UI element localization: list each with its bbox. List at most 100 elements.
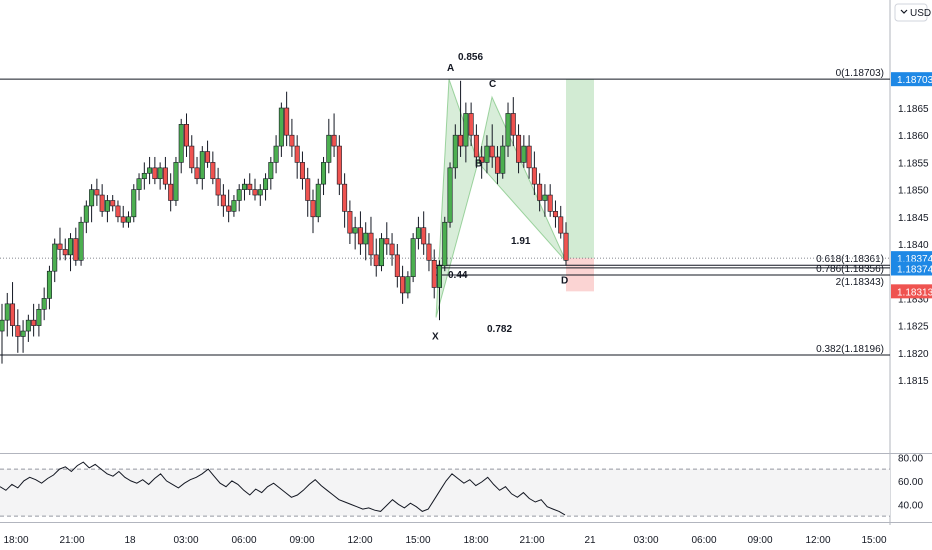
candle (547, 184, 553, 217)
price-tick-label: 1.1820 (898, 349, 929, 360)
candle-body (521, 145, 527, 163)
candle-body (41, 298, 47, 310)
candle-body (458, 134, 464, 147)
candle (436, 260, 442, 321)
candle (273, 135, 279, 174)
candle (305, 167, 311, 217)
price-tick-label: 1.1845 (898, 213, 929, 224)
price-tick-label: 1.1830 (898, 294, 929, 305)
time-tick-label: 12:00 (347, 535, 372, 546)
currency-button[interactable]: USD (894, 3, 931, 22)
time-tick-label: 18 (124, 535, 136, 546)
candle (321, 156, 327, 196)
candle (252, 178, 258, 201)
price-axis[interactable]: 1.1865 1.1860 1.1855 1.1850 1.1845 1.1840 1.18… (891, 72, 932, 511)
candle (558, 205, 564, 239)
price-tag: 1.18374 (891, 261, 932, 276)
candle (552, 200, 558, 228)
candle (347, 200, 353, 244)
ratio-label: 0.44 (448, 270, 468, 281)
candle-body (373, 254, 379, 267)
point-label-c: C (489, 79, 496, 90)
candle-body (183, 124, 189, 147)
candle (421, 211, 427, 255)
candle (152, 156, 158, 185)
candle-body (57, 243, 63, 250)
candle (141, 162, 147, 190)
price-tick-label: 1.1825 (898, 322, 929, 333)
candle-body (147, 167, 153, 174)
candle-body (352, 227, 358, 234)
candle-body (563, 232, 569, 261)
candle (147, 156, 153, 185)
candle (231, 195, 237, 217)
fib-label: 0.618(1.18361) (816, 254, 884, 265)
candle-body (20, 330, 26, 337)
candle (315, 178, 321, 223)
candle-body (379, 238, 385, 267)
candle (431, 249, 437, 299)
price-tick-label: 1.1860 (898, 131, 929, 142)
candle-body (558, 216, 564, 234)
position-tool[interactable] (566, 79, 594, 292)
candle-body (363, 232, 369, 245)
candle-body (299, 162, 305, 180)
price-tag-bg (891, 284, 932, 299)
candle-body (452, 134, 458, 169)
time-tick-label: 06:00 (231, 535, 256, 546)
candle (194, 156, 200, 185)
candle (278, 102, 284, 157)
candle-body (421, 227, 427, 245)
time-tick-label: 18:00 (463, 535, 488, 546)
time-axis[interactable]: 18:00 21:00 18 03:00 06:00 09:00 12:00 15:00 18:… (3, 535, 886, 546)
candle-body (400, 276, 406, 294)
candle (226, 189, 232, 223)
candles (0, 80, 569, 364)
candle (263, 173, 269, 201)
candle (410, 233, 416, 283)
candle (215, 167, 221, 206)
fib-levels: 0(1.18703) 0.618(1.18361)0.786(1.18356) 2(… (0, 68, 890, 356)
price-tick-label: 1.1855 (898, 158, 929, 169)
candle-body (162, 167, 168, 185)
candle (131, 184, 137, 223)
candle-body (436, 265, 442, 288)
candle (210, 151, 216, 185)
candle-body (405, 276, 411, 294)
candle (94, 178, 100, 206)
candle (31, 303, 37, 337)
candle (289, 118, 295, 157)
candle (368, 216, 374, 266)
candle (157, 162, 163, 190)
price-tag-label: 1.18374 (897, 264, 932, 275)
candle (46, 265, 52, 310)
price-tag-bg (891, 261, 932, 276)
point-label-x: X (432, 331, 439, 342)
candle (236, 184, 242, 212)
candle-body (510, 113, 516, 136)
candle-body (73, 238, 79, 261)
candle (505, 102, 511, 157)
candle-body (10, 303, 16, 326)
candle-body (537, 183, 543, 201)
candle (458, 80, 464, 157)
candle-body (552, 211, 558, 218)
candle-body (331, 134, 337, 147)
candle-body (315, 183, 321, 218)
candle (68, 233, 74, 272)
candle (479, 146, 485, 179)
candle (363, 222, 369, 261)
candle-body (210, 162, 216, 180)
candle-body (89, 189, 95, 207)
candle-body (152, 167, 158, 180)
candle (57, 227, 63, 261)
candle-body (189, 145, 195, 169)
candle (241, 178, 247, 201)
candle (494, 146, 500, 185)
candle-body (68, 238, 74, 256)
candle-body (284, 107, 290, 136)
candle-body (447, 167, 453, 223)
point-label-d: D (561, 275, 568, 286)
candle-body (294, 145, 300, 163)
